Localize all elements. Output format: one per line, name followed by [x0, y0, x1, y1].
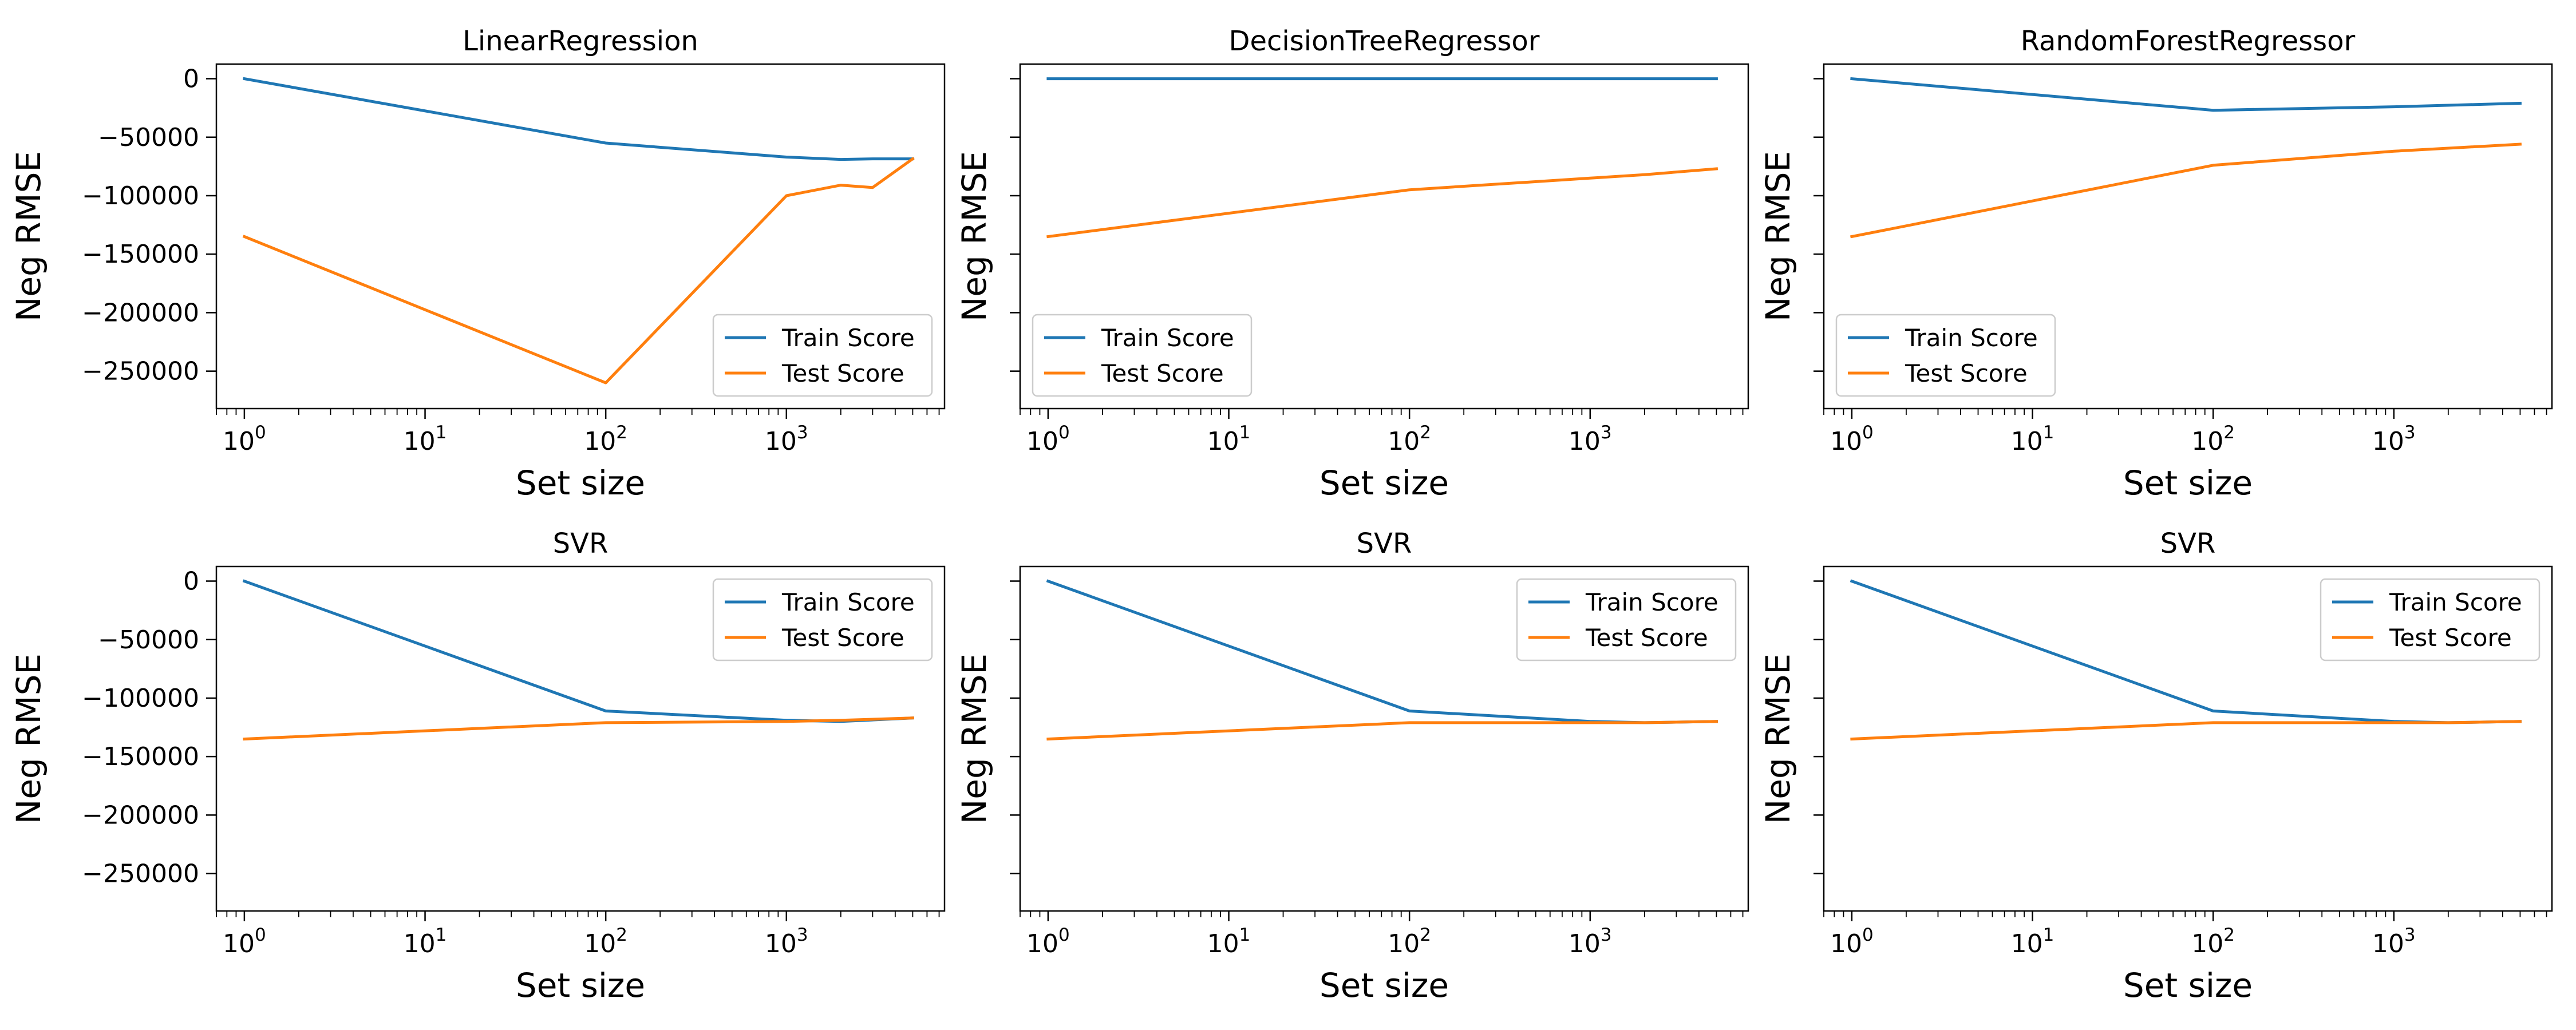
subplot-2: 100 101 102 103 DecisionTreeRegressor Set siz… — [955, 25, 1749, 502]
legend: Train Score Test Score — [712, 578, 933, 661]
x-axis-label: Set size — [516, 966, 645, 1005]
legend-frame — [712, 314, 933, 397]
y-tick-label: −150000 — [82, 240, 199, 269]
x-tick-label: 103 — [2372, 422, 2416, 456]
series-line-train — [1850, 77, 2522, 112]
subplot-title: RandomForestRegressor — [2021, 25, 2356, 57]
series-line-test — [1850, 720, 2522, 741]
x-axis-label: Set size — [1319, 464, 1449, 502]
series-line-test — [242, 157, 915, 385]
axes-frame — [1019, 565, 1749, 912]
legend-frame — [712, 578, 933, 661]
x-tick-label: 103 — [765, 422, 808, 456]
y-tick-label: 0 — [183, 567, 199, 596]
x-axis-label: Set size — [516, 464, 645, 502]
legend: Train Score Test Score — [2320, 578, 2541, 661]
x-tick-label: 102 — [584, 925, 627, 958]
x-axis-label: Set size — [1319, 966, 1449, 1005]
series-line-test — [243, 716, 914, 741]
x-tick-label: 101 — [1207, 925, 1251, 958]
axes-frame — [215, 63, 946, 410]
subplot-5: 100 101 102 103 SVR Set size Neg RMSE Train Sco… — [955, 528, 1749, 1005]
y-axis-label: Neg RMSE — [9, 653, 48, 824]
x-tick-label: 103 — [2372, 925, 2416, 958]
subplot-title: DecisionTreeRegressor — [1229, 25, 1540, 57]
x-tick-label: 102 — [2191, 925, 2235, 958]
subplot-title: SVR — [553, 528, 609, 560]
x-tick-label: 102 — [1388, 925, 1431, 958]
legend-frame — [1032, 314, 1253, 397]
legend-label-train: Train Score — [2389, 588, 2522, 616]
y-axis-label: Neg RMSE — [1759, 653, 1797, 824]
y-tick-label: −250000 — [82, 357, 199, 386]
y-tick-label: −200000 — [82, 801, 199, 830]
y-tick-label: −100000 — [82, 684, 199, 713]
y-tick-label: −150000 — [82, 742, 199, 771]
series-line-train — [243, 77, 914, 161]
x-tick-label: 101 — [404, 925, 447, 958]
x-tick-label: 100 — [223, 422, 266, 456]
x-tick-label: 100 — [223, 925, 266, 958]
subplot-6: 100 101 102 103 SVR Set size Neg RMSE Train Sco… — [1759, 528, 2553, 1005]
x-tick-label: 100 — [1830, 422, 1874, 456]
y-axis-label: Neg RMSE — [955, 653, 994, 824]
legend-label-test: Test Score — [1101, 359, 1224, 387]
subplot-title: LinearRegression — [463, 25, 698, 57]
legend-label-test: Test Score — [781, 359, 904, 387]
legend-label-test: Test Score — [2389, 624, 2512, 652]
subplot-title: SVR — [2160, 528, 2216, 560]
subplot-title: SVR — [1357, 528, 1412, 560]
y-tick-label: −100000 — [82, 181, 199, 211]
x-tick-label: 103 — [765, 925, 808, 958]
y-axis-label: Neg RMSE — [1759, 151, 1797, 322]
legend-label-train: Train Score — [781, 324, 915, 352]
y-tick-label: 0 — [183, 65, 199, 94]
x-tick-label: 102 — [1388, 422, 1431, 456]
legend: Train Score Test Score — [1516, 578, 1737, 661]
x-tick-label: 103 — [1568, 925, 1612, 958]
x-axis-label: Set size — [2123, 464, 2253, 502]
x-axis-label: Set size — [2123, 966, 2253, 1005]
legend-frame — [2320, 578, 2541, 661]
legend-frame — [1516, 578, 1737, 661]
x-tick-label: 102 — [584, 422, 627, 456]
legend: Train Score Test Score — [712, 314, 933, 397]
subplot-3: 100 101 102 103 RandomForestRegressor Set siz… — [1759, 25, 2553, 502]
subplot-1: 100 101 102 103 0 −50000 −100000 −150000 −200000… — [9, 25, 946, 502]
axes-frame — [215, 565, 946, 912]
legend-label-train: Train Score — [1101, 324, 1234, 352]
subplot-4: 100 101 102 103 0 −50000 −100000 −150000 −200000… — [9, 528, 946, 1005]
x-tick-label: 101 — [2011, 925, 2055, 958]
axes-frame — [1019, 63, 1749, 410]
y-axis-label: Neg RMSE — [9, 151, 48, 322]
series-line-test — [1046, 167, 1718, 239]
y-axis-label: Neg RMSE — [955, 151, 994, 322]
legend-label-test: Test Score — [781, 624, 904, 652]
legend-label-test: Test Score — [1585, 624, 1708, 652]
legend: Train Score Test Score — [1032, 314, 1253, 397]
legend: Train Score Test Score — [1835, 314, 2056, 397]
y-tick-label: −50000 — [98, 123, 199, 152]
series-line-test — [1046, 720, 1718, 741]
x-tick-label: 101 — [2011, 422, 2055, 456]
x-tick-label: 100 — [1026, 925, 1070, 958]
x-tick-label: 100 — [1026, 422, 1070, 456]
legend-frame — [1835, 314, 2056, 397]
y-tick-label: −250000 — [82, 859, 199, 889]
legend-label-test: Test Score — [1905, 359, 2028, 387]
y-tick-label: −200000 — [82, 298, 199, 327]
x-tick-label: 102 — [2191, 422, 2235, 456]
x-tick-label: 100 — [1830, 925, 1874, 958]
axes-frame — [1823, 63, 2553, 410]
legend-label-train: Train Score — [781, 588, 915, 616]
axes-frame — [1823, 565, 2553, 912]
x-tick-label: 101 — [1207, 422, 1251, 456]
series-line-test — [1850, 142, 2522, 239]
y-tick-label: −50000 — [98, 625, 199, 655]
legend-label-train: Train Score — [1585, 588, 1718, 616]
legend-label-train: Train Score — [1905, 324, 2038, 352]
x-tick-label: 101 — [404, 422, 447, 456]
x-tick-label: 103 — [1568, 422, 1612, 456]
